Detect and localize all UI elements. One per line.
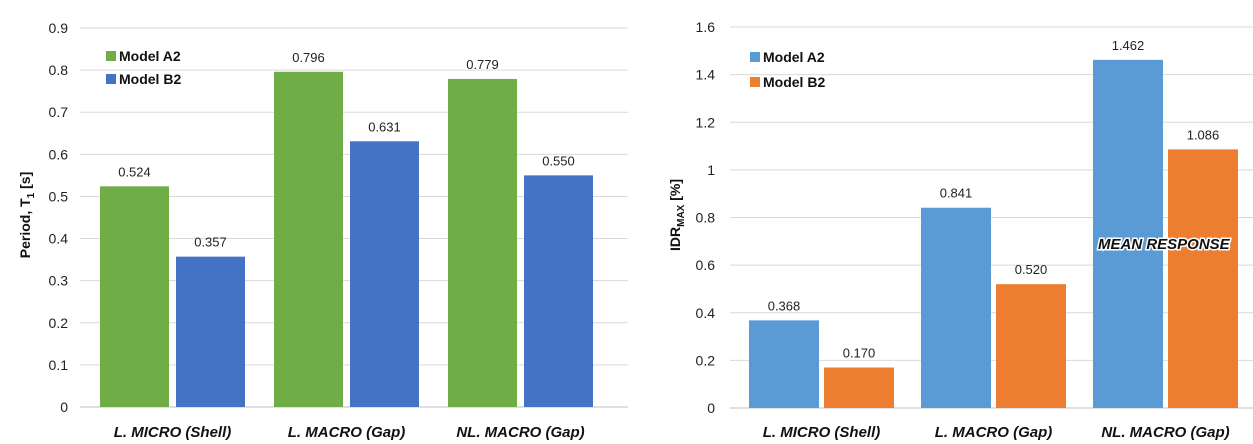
- bar-model-a2: [448, 78, 517, 408]
- y-tick-label: 0.2: [49, 315, 69, 331]
- y-tick-label: 0.2: [696, 352, 716, 368]
- y-tick-label: 0.8: [49, 62, 69, 78]
- y-tick-label: 1.2: [696, 114, 716, 130]
- bar-model-a2: [749, 320, 819, 408]
- idr-chart-legend: Model A2 Model B2: [750, 49, 825, 90]
- bar-model-b2: [1168, 149, 1238, 409]
- bar-model-a2: [921, 207, 991, 408]
- data-label: 0.779: [466, 57, 499, 72]
- data-label: 0.841: [940, 186, 973, 201]
- y-tick-label: 0.7: [49, 104, 69, 120]
- data-label: 0.520: [1015, 262, 1048, 277]
- data-label: 0.796: [292, 50, 325, 65]
- y-tick-label: 1.6: [696, 19, 716, 35]
- category-label: L. MICRO (Shell): [114, 424, 232, 441]
- data-label: 0.631: [368, 119, 401, 134]
- category-label: L. MICRO (Shell): [763, 424, 881, 441]
- idr-chart-category-labels: L. MICRO (Shell) L. MACRO (Gap) NL. MACRO …: [763, 424, 1230, 441]
- y-tick-label: 1: [707, 162, 715, 178]
- period-chart-data-labels: 0.524 0.357 0.796 0.631 0.779 0.550: [118, 50, 575, 250]
- idr-chart-data-labels: 0.368 0.170 0.841 0.520 1.462 1.086: [768, 38, 1220, 361]
- idr-chart-bars: [749, 59, 1238, 409]
- legend-swatch-model-a2: [750, 52, 760, 62]
- y-tick-label: 0.5: [49, 188, 69, 204]
- mean-response-annotation: MEAN RESPONSE: [1098, 236, 1231, 253]
- period-y-label-tail: [s]: [17, 172, 33, 193]
- y-tick-label: 0.1: [49, 357, 69, 373]
- idr-y-label-main: IDR: [667, 227, 683, 251]
- y-tick-label: 1.4: [696, 67, 716, 83]
- bar-model-b2: [524, 175, 593, 407]
- bar-model-a2: [274, 71, 343, 407]
- y-tick-label: 0.6: [696, 257, 716, 273]
- category-label: L. MACRO (Gap): [935, 424, 1053, 441]
- y-tick-label: 0.4: [49, 231, 69, 247]
- idr-chart-y-axis-label: IDRMAX [%]: [667, 179, 687, 251]
- y-tick-label: 0: [60, 399, 68, 415]
- legend-swatch-model-a2: [106, 51, 116, 61]
- legend-label-model-a2: Model A2: [119, 48, 181, 64]
- bar-model-b2: [996, 284, 1066, 408]
- legend-label-model-a2: Model A2: [763, 49, 825, 65]
- period-chart-y-ticks: 0 0.1 0.2 0.3 0.4 0.5 0.6 0.7 0.8 0.9: [49, 20, 69, 415]
- category-label: NL. MACRO (Gap): [456, 424, 584, 441]
- idr-chart-y-ticks: 0 0.2 0.4 0.6 0.8 1 1.2 1.4 1.6: [696, 19, 716, 416]
- bar-model-a2: [100, 186, 169, 407]
- legend-swatch-model-b2: [106, 74, 116, 84]
- data-label: 0.357: [194, 235, 227, 250]
- bar-model-a2: [1093, 59, 1163, 408]
- period-chart: 00.10.20.30.40.50.60.70.80.9 0.5240.3570…: [17, 20, 628, 441]
- bar-model-b2: [176, 256, 245, 407]
- bar-model-b2: [824, 367, 894, 408]
- data-label: 0.550: [542, 153, 575, 168]
- y-tick-label: 0.3: [49, 273, 69, 289]
- y-tick-label: 0: [707, 400, 715, 416]
- category-label: NL. MACRO (Gap): [1101, 424, 1229, 441]
- period-chart-category-labels: L. MICRO (Shell) L. MACRO (Gap) NL. MACRO …: [114, 424, 585, 441]
- y-tick-label: 0.6: [49, 146, 69, 162]
- idr-y-label-sub: MAX: [676, 204, 687, 227]
- legend-label-model-b2: Model B2: [119, 71, 181, 87]
- y-tick-label: 0.8: [696, 210, 716, 226]
- legend-swatch-model-b2: [750, 77, 760, 87]
- data-label: 0.524: [118, 164, 151, 179]
- data-label: 1.086: [1187, 127, 1220, 142]
- period-chart-bars: [100, 71, 593, 408]
- data-label: 1.462: [1112, 38, 1145, 53]
- idr-chart: 00.20.40.60.811.21.41.6 0.3680.1700.8410…: [667, 19, 1253, 441]
- data-label: 0.368: [768, 298, 801, 313]
- y-tick-label: 0.9: [49, 20, 69, 36]
- period-chart-y-axis-label: Period, T1 [s]: [17, 172, 37, 258]
- period-y-label-main: Period, T: [17, 198, 33, 258]
- category-label: L. MACRO (Gap): [288, 424, 406, 441]
- legend-label-model-b2: Model B2: [763, 74, 825, 90]
- period-y-label-sub: 1: [26, 192, 37, 198]
- data-label: 0.170: [843, 346, 876, 361]
- bar-model-b2: [350, 141, 419, 408]
- y-tick-label: 0.4: [696, 305, 716, 321]
- period-chart-legend: Model A2 Model B2: [106, 48, 181, 87]
- idr-y-label-tail: [%]: [667, 179, 683, 205]
